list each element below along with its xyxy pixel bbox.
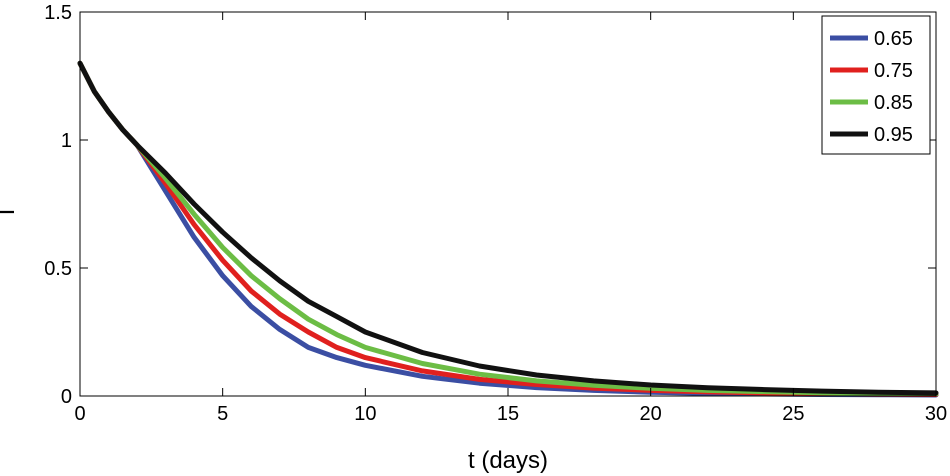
x-tick-label: 20 xyxy=(640,403,662,425)
y-axis-label: I xyxy=(0,209,20,216)
ticks-layer: 0 5 10 15 20 25 30 0 0.5 1 1.5 xyxy=(44,2,947,425)
x-tick-label: 10 xyxy=(354,403,376,425)
legend-label: 0.75 xyxy=(874,60,913,82)
y-tick-label: 1.5 xyxy=(44,2,72,24)
x-axis-label: t (days) xyxy=(468,447,548,474)
y-tick-label: 1 xyxy=(61,130,72,152)
y-tick-label: 0 xyxy=(61,386,72,408)
x-tick-label: 30 xyxy=(925,403,947,425)
legend: 0.65 0.75 0.85 0.95 xyxy=(821,15,931,155)
legend-label: 0.95 xyxy=(874,124,913,146)
x-tick-label: 25 xyxy=(782,403,804,425)
x-tick-label: 15 xyxy=(497,403,519,425)
legend-label: 0.65 xyxy=(874,28,913,50)
series-line-0-95 xyxy=(77,60,939,396)
x-tick-label: 0 xyxy=(74,403,85,425)
x-tick-label: 5 xyxy=(217,403,228,425)
series-layer xyxy=(77,60,939,398)
legend-label: 0.85 xyxy=(874,92,913,114)
y-tick-label: 0.5 xyxy=(44,258,72,280)
